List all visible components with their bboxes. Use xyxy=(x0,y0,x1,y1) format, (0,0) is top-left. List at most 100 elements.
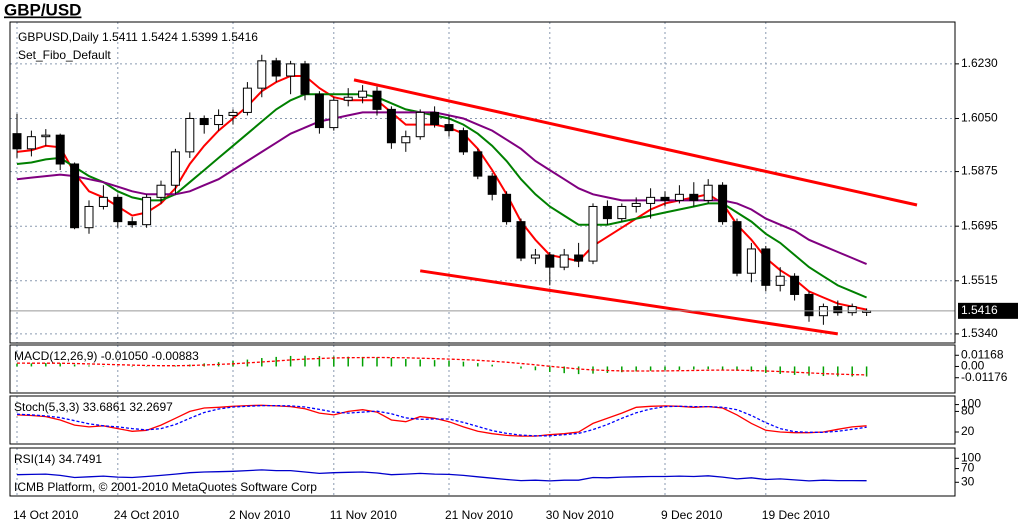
candle-body xyxy=(732,221,742,274)
panel-frame xyxy=(9,21,956,344)
candle-body xyxy=(271,60,281,77)
candle-body xyxy=(199,117,209,126)
candle-body xyxy=(847,306,857,314)
indicator-line xyxy=(16,404,867,437)
candle-body xyxy=(559,254,569,268)
candle-body xyxy=(804,293,814,317)
candle-body xyxy=(487,175,497,195)
trendline xyxy=(353,78,918,207)
candle-body xyxy=(358,90,368,98)
candle-body xyxy=(631,202,641,207)
candle-body xyxy=(646,196,656,204)
candle-body xyxy=(242,87,252,113)
last-price-label: 1.5416 xyxy=(961,303,998,317)
candle-body xyxy=(300,63,310,95)
x-tick-label: 11 Nov 2010 xyxy=(330,508,397,522)
candle-body xyxy=(214,114,224,126)
candle-body xyxy=(329,99,339,129)
y-tick-label: 1.6050 xyxy=(961,111,998,125)
candle-body xyxy=(718,184,728,223)
panel-frame xyxy=(9,344,956,394)
candle-body xyxy=(41,134,51,138)
candle-body xyxy=(185,117,195,153)
candle-body xyxy=(70,163,80,229)
candle-body xyxy=(127,221,137,226)
candle-body xyxy=(84,205,94,229)
candle-body xyxy=(142,196,152,226)
candle-body xyxy=(674,193,684,201)
candle-body xyxy=(761,248,771,286)
candle-body xyxy=(12,133,22,150)
x-tick-label: 9 Dec 2010 xyxy=(661,508,723,522)
candle-body xyxy=(257,60,267,89)
candle-body xyxy=(314,93,324,129)
indicator-line xyxy=(16,469,867,482)
y-tick-label: 100 xyxy=(961,397,981,411)
y-tick-label: 70 xyxy=(961,461,975,475)
x-tick-label: 24 Oct 2010 xyxy=(114,508,180,522)
indicator-line xyxy=(16,356,867,376)
candle-body xyxy=(775,275,785,286)
candle-body xyxy=(746,248,756,274)
y-tick-label: 1.5340 xyxy=(961,326,998,340)
y-tick-label: 1.6230 xyxy=(961,56,998,70)
legend-text: GBPUSD,Daily 1.5411 1.5424 1.5399 1.5416 xyxy=(18,30,258,44)
indicator-label: RSI(14) 34.7491 xyxy=(14,452,102,466)
y-tick-label: 1.5875 xyxy=(961,164,998,178)
candle-body xyxy=(444,124,454,132)
candle-body xyxy=(386,108,396,144)
candle-body xyxy=(228,111,238,116)
footer-text: ICMB Platform, © 2001-2010 MetaQuotes So… xyxy=(14,480,317,494)
candle-body xyxy=(26,136,36,150)
candle-body xyxy=(98,196,108,207)
y-tick-label: -0.01176 xyxy=(961,370,1008,384)
candle-body xyxy=(516,221,526,259)
candle-body xyxy=(286,63,296,77)
y-tick-label: 20 xyxy=(961,424,975,438)
candle-body xyxy=(574,254,584,262)
subtitle: Set_Fibo_Default xyxy=(18,48,111,62)
candle-body xyxy=(473,151,483,177)
x-tick-label: 2 Nov 2010 xyxy=(229,508,291,522)
candle-body xyxy=(372,90,382,110)
candle-body xyxy=(156,184,166,198)
trendline xyxy=(419,269,839,336)
candle-body xyxy=(660,196,670,201)
candle-body xyxy=(458,130,468,153)
candle-body xyxy=(790,275,800,295)
candle-body xyxy=(170,151,180,186)
panel-frame xyxy=(9,447,956,497)
candle-body xyxy=(588,205,598,262)
candle-body xyxy=(343,96,353,101)
y-tick-label: 30 xyxy=(961,474,975,488)
candle-body xyxy=(530,254,540,259)
y-tick-label: 80 xyxy=(961,404,975,418)
y-tick-label: 1.5695 xyxy=(961,218,998,232)
candle-body xyxy=(703,184,713,201)
x-tick-label: 21 Nov 2010 xyxy=(445,508,513,522)
candle-body xyxy=(833,306,843,314)
candle-body xyxy=(430,111,440,126)
candle-body xyxy=(113,196,123,223)
x-tick-label: 19 Dec 2010 xyxy=(762,508,830,522)
candle-body xyxy=(617,205,627,220)
candle-body xyxy=(502,193,512,223)
candle-body xyxy=(602,205,612,220)
indicator-line xyxy=(16,404,867,437)
x-tick-label: 14 Oct 2010 xyxy=(13,508,79,522)
y-tick-label: 0.01168 xyxy=(961,347,1004,361)
y-tick-label: 0.00 xyxy=(961,359,985,373)
last-price-box xyxy=(958,302,1018,319)
y-tick-label: 1.5515 xyxy=(961,273,998,287)
candle-body xyxy=(401,136,411,144)
panel-frame xyxy=(9,395,956,445)
candle-body xyxy=(55,134,65,165)
candle-body xyxy=(545,254,555,268)
x-tick-label: 30 Nov 2010 xyxy=(546,508,614,522)
candle-body xyxy=(415,111,425,138)
y-tick-label: 100 xyxy=(961,450,981,464)
indicator-label: Stoch(5,3,3) 33.6861 32.2697 xyxy=(14,400,173,414)
candle-body xyxy=(689,193,699,201)
